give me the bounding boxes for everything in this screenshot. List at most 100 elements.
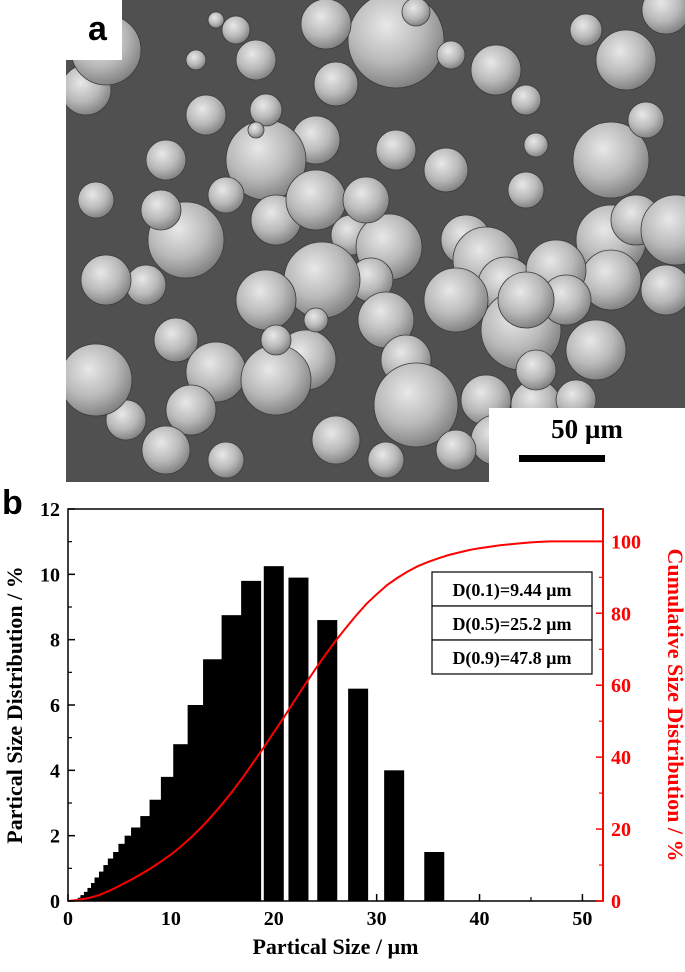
powder-particle [641,0,685,35]
powder-particle [342,176,390,224]
d-value-cell [431,639,593,675]
powder-particle [235,269,297,331]
left-tick-label: 12 [40,499,60,521]
x-tick-label: 40 [470,908,490,930]
sem-panel: a 50 µm [0,0,685,482]
x-axis-ticks: 0 10 20 30 40 50 [63,894,592,930]
histogram-bar [87,887,94,901]
left-axis-label: Partical Size Distribution / % [2,566,27,843]
powder-particle [153,317,199,363]
left-tick-label: 2 [50,826,60,848]
histogram-bar [348,688,369,901]
right-tick-label: 20 [611,819,631,841]
x-tick-label: 0 [63,908,73,930]
powder-particle [595,29,657,91]
powder-particle [240,344,312,416]
histogram-bar [94,877,104,901]
powder-particle [497,271,555,329]
powder-particle [569,13,603,47]
powder-particle [423,267,489,333]
scale-bar: 50 µm [489,408,685,482]
powder-particle [640,194,685,266]
x-axis-label: Partical Size / µm [252,934,418,959]
panel-a-label: a [88,10,107,48]
right-axis-ticks: 0 20 40 60 80 100 [596,531,641,913]
histogram-bar [317,620,338,901]
right-tick-label: 60 [611,675,631,697]
powder-particle [311,415,361,465]
powder-particle [185,94,227,136]
right-tick-label: 100 [611,531,641,553]
d-value-label: D(0.5)=25.2 µm [452,614,571,635]
d-value-label: D(0.1)=9.44 µm [452,580,571,601]
right-tick-label: 40 [611,747,631,769]
powder-particle [515,349,557,391]
powder-particle [523,132,549,158]
powder-particle [627,101,665,139]
panel-a-label-box: a [0,0,122,60]
histogram-bar [83,891,90,901]
d-value-cell [431,571,593,607]
right-tick-label: 0 [611,891,621,913]
x-tick-label: 30 [367,908,387,930]
left-tick-label: 6 [50,695,60,717]
histogram-bar [384,770,405,901]
left-tick-label: 4 [50,760,60,782]
sem-micrograph [66,0,685,482]
x-tick-label: 20 [264,908,284,930]
d-value-cell [431,605,593,641]
panel-b-label: b [2,484,23,522]
powder-particle [373,362,459,448]
x-tick-label: 50 [572,908,592,930]
powder-particle [249,93,283,127]
powder-particle [436,40,466,70]
powder-particle [401,0,431,27]
powder-particle [207,11,225,29]
d-value-label: D(0.9)=47.8 µm [452,648,571,669]
powder-particle [185,49,207,71]
histogram-bar [221,615,242,901]
powder-particle [235,39,277,81]
powder-particle [565,319,627,381]
size-distribution-chart: 0 10 20 30 40 50 0 2 4 6 8 10 12 0 20 40 60 80 100 Parti… [2,499,685,959]
powder-particle [77,181,115,219]
powder-particle [207,176,245,214]
d-values-box: D(0.1)=9.44 µm D(0.5)=25.2 µm D(0.9)=47.8 … [431,571,593,675]
powder-particle [66,343,133,417]
cumulative-line [67,540,603,902]
left-axis-ticks: 0 2 4 6 8 10 12 [40,499,75,913]
histogram-bar [203,659,224,901]
powder-particle [510,84,542,116]
powder-particle [140,189,182,231]
powder-particle [435,429,477,471]
left-tick-label: 8 [50,630,60,652]
powder-particle [80,254,132,306]
powder-particle [303,307,329,333]
powder-particle [141,425,191,475]
powder-particle [207,441,245,479]
histogram-bar [424,852,445,901]
right-tick-label: 80 [611,603,631,625]
x-tick-label: 10 [161,908,181,930]
histogram-bar [241,580,262,901]
powder-particle [640,264,685,316]
histogram-bar [80,895,85,901]
powder-particle [300,0,352,50]
powder-particle [572,121,650,199]
powder-particle [247,121,265,139]
powder-particle [375,129,417,171]
powder-particles [66,0,685,479]
left-tick-label: 10 [40,564,60,586]
histogram-bar [187,705,208,901]
powder-particle [125,264,167,306]
powder-particle [367,441,405,479]
right-axis-label: Cumulative Size Distribution / % [663,549,685,862]
bar-series [72,566,445,901]
scale-bar-line [519,455,605,462]
powder-particle [423,147,469,193]
powder-particle [507,171,545,209]
powder-particle [470,44,522,96]
powder-particle [145,139,187,181]
powder-particle [221,15,251,45]
powder-particle [165,384,217,436]
